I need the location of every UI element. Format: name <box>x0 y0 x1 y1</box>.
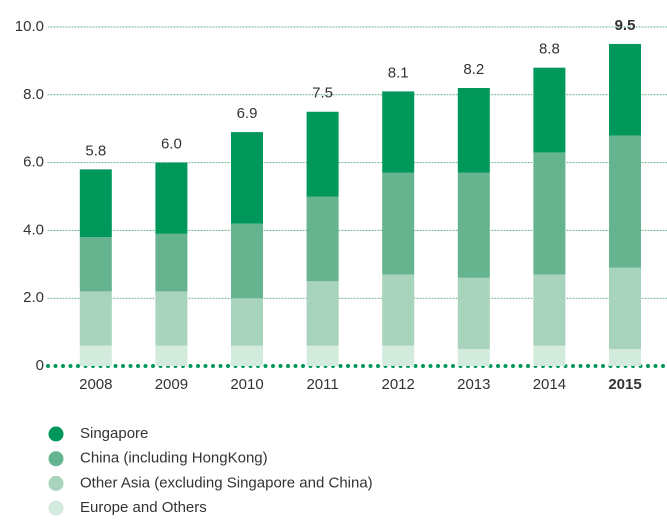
bar-segment <box>457 277 490 350</box>
bar-segment <box>533 274 566 346</box>
total-label: 8.8 <box>539 41 560 58</box>
legend-swatch <box>48 426 64 442</box>
bar-segment <box>382 345 415 366</box>
y-tick-label: 8.0 <box>23 86 44 103</box>
bar-segment <box>306 281 339 346</box>
bar-segment <box>231 298 263 346</box>
bar-segment <box>382 274 415 346</box>
total-label: 6.9 <box>237 105 258 122</box>
x-tick-label: 2009 <box>155 376 188 393</box>
x-tick-label: 2014 <box>533 376 566 393</box>
y-tick-label: 6.0 <box>23 154 44 171</box>
legend-label: Singapore <box>80 425 148 442</box>
legend-label: Other Asia (excluding Singapore and Chin… <box>80 474 373 491</box>
bar-segment <box>79 345 112 366</box>
bar-segment <box>457 88 490 173</box>
y-tick-label: 0 <box>36 357 44 374</box>
bar-segment <box>306 196 339 282</box>
bar-segment <box>382 172 415 275</box>
bar-segment <box>79 291 112 346</box>
bar-segment <box>155 345 188 366</box>
total-label: 9.5 <box>615 17 636 34</box>
legend-swatch <box>48 451 64 467</box>
y-tick-label: 2.0 <box>23 289 44 306</box>
x-tick-label: 2013 <box>457 376 490 393</box>
bar-segment <box>306 111 339 197</box>
bar-segment <box>79 169 112 238</box>
total-label: 5.8 <box>85 142 106 159</box>
x-tick-label: 2011 <box>306 376 338 393</box>
bar-segment <box>231 345 263 366</box>
bar-segment <box>457 349 490 366</box>
x-tick-label: 2015 <box>608 376 641 393</box>
legend-swatch <box>48 475 64 491</box>
bar-segment <box>382 91 415 173</box>
x-tick-label: 2012 <box>382 376 415 393</box>
bar-segment <box>79 237 112 292</box>
bar-segment <box>533 67 566 153</box>
total-label: 7.5 <box>312 85 333 102</box>
legend-swatch <box>48 500 64 516</box>
bar-segment <box>609 349 641 366</box>
legend-label: Europe and Others <box>80 499 207 516</box>
x-tick-label: 2010 <box>230 376 263 393</box>
bar-segment <box>609 267 641 350</box>
bar-segment <box>155 233 188 292</box>
bar-segment <box>155 291 188 346</box>
total-label: 8.2 <box>463 61 484 78</box>
bar-segment <box>533 152 566 275</box>
total-label: 8.1 <box>388 64 409 81</box>
y-tick-label: 10.0 <box>15 18 44 35</box>
bar-segment <box>231 223 263 299</box>
bar-segment <box>609 43 641 136</box>
legend-label: China (including HongKong) <box>80 450 268 467</box>
bar-segment <box>457 172 490 278</box>
y-tick-label: 4.0 <box>23 221 44 238</box>
bar-segment <box>231 132 263 224</box>
bar-segment <box>609 135 641 268</box>
x-tick-label: 2008 <box>79 376 112 393</box>
bar-segment <box>533 345 566 366</box>
total-label: 6.0 <box>161 136 182 153</box>
bar-segment <box>306 345 339 366</box>
bar-segment <box>155 162 188 234</box>
